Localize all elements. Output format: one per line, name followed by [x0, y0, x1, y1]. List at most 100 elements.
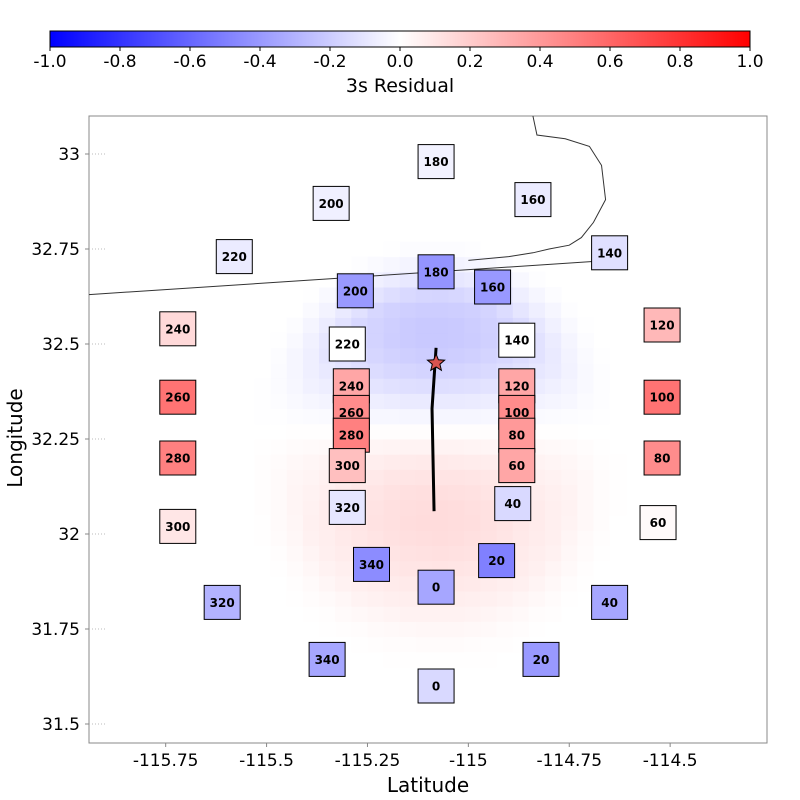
heat-cell [383, 287, 401, 303]
heat-cell [577, 393, 594, 410]
colorbar-tick-label: 0.4 [526, 52, 553, 72]
heat-cell [270, 499, 288, 516]
x-tick-label: -115.5 [239, 751, 294, 771]
heat-cell [367, 393, 385, 410]
heat-cell [383, 256, 401, 273]
heat-cell [367, 591, 385, 607]
station-box [417, 254, 455, 290]
heat-cell [464, 302, 481, 318]
heat-cell [319, 621, 336, 638]
heat-cell [319, 302, 336, 318]
heat-cell [415, 439, 433, 455]
heat-cell [448, 621, 465, 638]
heat-cell [383, 271, 401, 288]
heat-cell [561, 302, 578, 318]
heat-cell [609, 423, 627, 440]
heat-cell [593, 347, 611, 364]
heat-cell [367, 515, 385, 531]
y-tick-label: 32 [58, 525, 80, 545]
station-marker: 200 [336, 273, 374, 309]
heat-cell [335, 530, 352, 546]
heat-cell [399, 347, 417, 364]
heat-cell [432, 530, 449, 546]
station-marker: 180 [417, 254, 455, 290]
station-box [639, 505, 677, 541]
heat-cell [270, 347, 288, 364]
heat-cell [593, 393, 611, 410]
heat-cell [367, 408, 385, 425]
heat-cell [415, 606, 433, 622]
heat-cell [593, 515, 611, 531]
heat-cell [496, 606, 514, 622]
heat-cell [351, 591, 368, 607]
heat-cell [448, 606, 465, 622]
station-marker: 40 [494, 486, 532, 522]
heat-cell [254, 423, 272, 440]
heat-cell [528, 560, 546, 577]
heat-cell [448, 408, 465, 425]
station-marker: 260 [159, 379, 197, 415]
heat-cell [561, 560, 578, 577]
heat-cell [335, 575, 352, 592]
heat-cell [545, 302, 562, 318]
heat-cell [593, 378, 611, 394]
station-box [514, 182, 552, 218]
station-label: 240 [165, 322, 190, 336]
heat-cell [464, 515, 481, 531]
heat-cell [383, 423, 401, 440]
heat-cell [448, 347, 465, 364]
colorbar-tick-label: 0.8 [666, 52, 693, 72]
station-box [498, 417, 536, 453]
heat-cell [464, 560, 481, 577]
heat-cell [415, 499, 433, 516]
heat-cell [545, 439, 562, 455]
heat-cell [512, 530, 530, 546]
heat-cell [528, 530, 546, 546]
heat-cell [399, 499, 417, 516]
heat-cell [448, 332, 465, 349]
heat-cell [254, 515, 272, 531]
station-box [643, 307, 681, 343]
heat-cell [286, 393, 304, 410]
station-label: 20 [488, 554, 505, 568]
heat-cell [302, 591, 320, 607]
heat-cell [399, 302, 417, 318]
heat-cell [270, 363, 288, 379]
heat-cell [432, 393, 449, 410]
heat-cell [254, 439, 272, 455]
heat-cell [302, 347, 320, 364]
heat-cell [286, 454, 304, 470]
colorbar-label: 3s Residual [346, 75, 454, 97]
heat-cell [448, 636, 465, 653]
heat-cell [399, 317, 417, 334]
heat-cell [270, 484, 288, 501]
station-box [159, 311, 197, 347]
heat-cell [561, 378, 578, 394]
station-box [591, 584, 629, 620]
heat-cell [545, 287, 562, 303]
heat-cell [464, 423, 481, 440]
heat-cell [367, 606, 385, 622]
heat-cell [464, 591, 481, 607]
station-marker: 340 [308, 641, 346, 677]
heat-cell [238, 423, 255, 440]
heat-cell [464, 636, 481, 653]
station-box [332, 417, 370, 453]
heat-cell [254, 363, 272, 379]
heat-cell [561, 530, 578, 546]
heat-cell [399, 408, 417, 425]
heat-cell [367, 651, 385, 668]
heat-cell [480, 302, 498, 318]
heat-cell [528, 484, 546, 501]
heat-cell [415, 530, 433, 546]
heat-cell [302, 560, 320, 577]
heat-cell [367, 256, 385, 273]
heat-cell [319, 287, 336, 303]
heat-cell [319, 560, 336, 577]
heat-cell [480, 651, 498, 668]
heat-cell [593, 454, 611, 470]
y-axis-ticks: 31.5 31.75 32 32.25 32.5 32.75 33 [31, 145, 105, 735]
heat-cell [512, 606, 530, 622]
colorbar-tick-label: -0.8 [103, 52, 136, 72]
heat-cell [415, 636, 433, 653]
